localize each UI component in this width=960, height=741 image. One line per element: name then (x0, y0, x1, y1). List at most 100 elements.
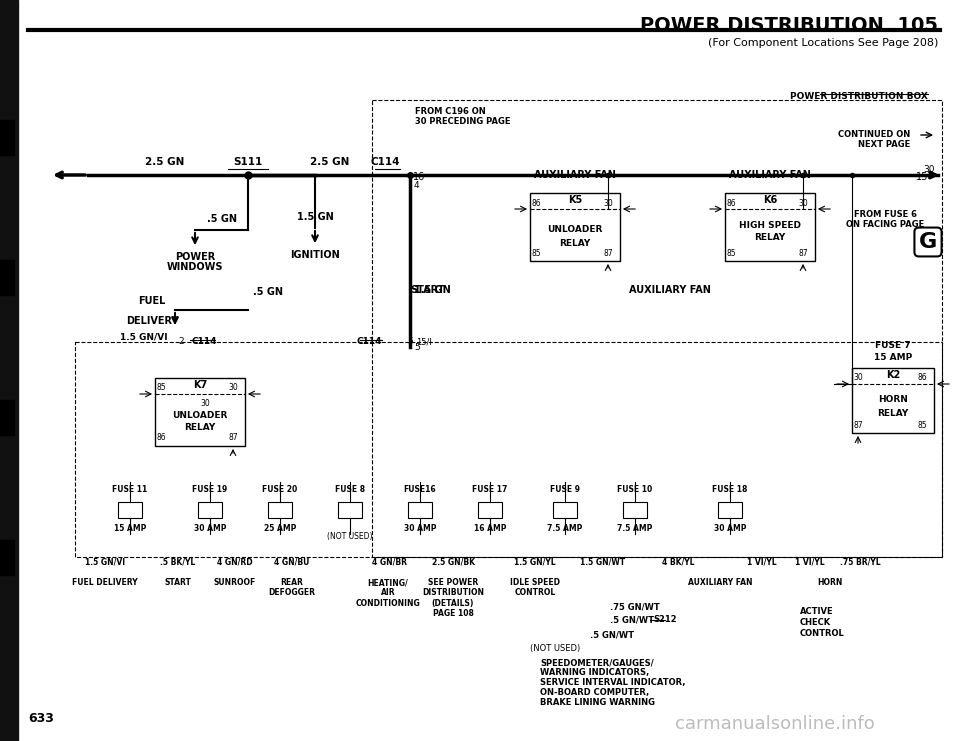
Text: 87: 87 (798, 248, 807, 258)
Text: DELIVERY: DELIVERY (126, 316, 179, 326)
Text: K6: K6 (763, 195, 778, 205)
Bar (530, 193, 620, 261)
Text: 2.5 GN: 2.5 GN (145, 157, 184, 167)
Text: AUXILIARY FAN: AUXILIARY FAN (534, 170, 616, 180)
Bar (478, 502, 502, 518)
Bar (155, 378, 245, 446)
Text: .5 GN: .5 GN (253, 287, 283, 297)
Text: 1.5 GN/YL: 1.5 GN/YL (515, 557, 556, 567)
Text: FUSE 18: FUSE 18 (712, 485, 748, 494)
Text: (NOT USED): (NOT USED) (530, 643, 580, 653)
Text: WINDOWS: WINDOWS (167, 262, 224, 272)
Text: FUSE 9: FUSE 9 (550, 485, 580, 494)
Text: FUSE 10: FUSE 10 (617, 485, 653, 494)
Text: CONTROL: CONTROL (800, 629, 845, 638)
Text: 85: 85 (917, 422, 926, 431)
Text: 30 AMP: 30 AMP (713, 524, 746, 533)
Text: 4: 4 (414, 181, 420, 190)
Text: 30: 30 (798, 199, 808, 207)
Text: G: G (919, 232, 937, 252)
Bar (0, 120, 14, 155)
Text: 2.5 GN: 2.5 GN (310, 157, 349, 167)
Text: AUXILIARY FAN: AUXILIARY FAN (729, 170, 811, 180)
Text: 1.5 GN/VI: 1.5 GN/VI (120, 333, 168, 342)
Text: 15/I: 15/I (416, 337, 432, 347)
Text: SERVICE INTERVAL INDICATOR,: SERVICE INTERVAL INDICATOR, (540, 678, 685, 687)
Text: 4 GN/RD: 4 GN/RD (217, 557, 252, 567)
Text: SUNROOF: SUNROOF (214, 578, 256, 587)
Text: FUSE 11: FUSE 11 (112, 485, 148, 494)
Text: 30: 30 (853, 373, 863, 382)
Text: 30: 30 (228, 384, 238, 393)
Text: 30 PRECEDING PAGE: 30 PRECEDING PAGE (415, 117, 511, 126)
Text: 30 AMP: 30 AMP (194, 524, 227, 533)
Text: RELAY: RELAY (755, 233, 785, 242)
Text: 86: 86 (917, 373, 926, 382)
Text: CONTINUED ON: CONTINUED ON (838, 130, 910, 139)
Text: 25 AMP: 25 AMP (264, 524, 297, 533)
Text: C114: C114 (356, 337, 382, 347)
Text: IGNITION: IGNITION (290, 250, 340, 260)
Text: FUSE 7: FUSE 7 (876, 342, 911, 350)
Text: START: START (164, 578, 191, 587)
Text: 85: 85 (531, 248, 540, 258)
Text: UNLOADER: UNLOADER (547, 225, 603, 234)
Text: WARNING INDICATORS,: WARNING INDICATORS, (540, 668, 649, 677)
Text: HEATING/
AIR
CONDITIONING: HEATING/ AIR CONDITIONING (355, 578, 420, 608)
Text: 30: 30 (924, 165, 935, 174)
Text: 86: 86 (531, 199, 540, 207)
Text: FUSE 17: FUSE 17 (472, 485, 508, 494)
Text: AUXILIARY FAN: AUXILIARY FAN (629, 285, 711, 295)
Text: 4 GN/BR: 4 GN/BR (372, 557, 407, 567)
Bar (0, 260, 14, 295)
Text: C114: C114 (371, 157, 400, 167)
Text: 85: 85 (156, 384, 166, 393)
Text: S111: S111 (233, 157, 263, 167)
Bar (338, 502, 362, 518)
Text: 5: 5 (407, 337, 413, 347)
Bar (0, 540, 14, 575)
Text: CHECK: CHECK (800, 618, 831, 627)
Text: .5 GN/WT: .5 GN/WT (590, 631, 634, 639)
Text: 86: 86 (726, 199, 735, 207)
Text: POWER: POWER (175, 252, 215, 262)
Text: BRAKE LINING WARNING: BRAKE LINING WARNING (540, 698, 655, 707)
Text: 1 VI/YL: 1 VI/YL (747, 557, 777, 567)
Text: NEXT PAGE: NEXT PAGE (857, 140, 910, 149)
Text: 1 VI/YL: 1 VI/YL (795, 557, 825, 567)
Text: RELAY: RELAY (184, 424, 216, 433)
Bar (75, 342, 942, 557)
Text: HORN: HORN (878, 396, 908, 405)
Bar (118, 502, 142, 518)
Text: 87: 87 (603, 248, 612, 258)
Text: 30: 30 (200, 399, 209, 408)
Text: FUSE 8: FUSE 8 (335, 485, 365, 494)
Text: IDLE SPEED
CONTROL: IDLE SPEED CONTROL (510, 578, 560, 597)
Text: 7.5 AMP: 7.5 AMP (617, 524, 653, 533)
Text: 15 AMP: 15 AMP (874, 353, 912, 362)
Text: C114: C114 (192, 337, 218, 347)
Bar (623, 502, 647, 518)
Text: FUSE 20: FUSE 20 (262, 485, 298, 494)
Text: .5 BK/YL: .5 BK/YL (160, 557, 196, 567)
Text: 15: 15 (916, 172, 928, 182)
Bar (725, 193, 815, 261)
Text: POWER DISTRIBUTION BOX: POWER DISTRIBUTION BOX (790, 92, 928, 101)
Text: HIGH SPEED: HIGH SPEED (739, 221, 801, 230)
Text: 87: 87 (853, 422, 863, 431)
Text: 4 BK/YL: 4 BK/YL (661, 557, 694, 567)
Text: (NOT USED): (NOT USED) (327, 532, 372, 541)
Text: FUEL: FUEL (138, 296, 166, 306)
Text: 87: 87 (228, 433, 238, 442)
Text: 16: 16 (413, 172, 425, 182)
Text: .75 GN/WT: .75 GN/WT (610, 602, 660, 611)
Text: SPEEDOMETER/GAUGES/: SPEEDOMETER/GAUGES/ (540, 658, 654, 667)
Text: .5 GN/WT: .5 GN/WT (610, 616, 654, 625)
Text: 1.5 GN/WT: 1.5 GN/WT (581, 557, 626, 567)
Text: 1.5 GN: 1.5 GN (297, 212, 333, 222)
Text: 7.5 AMP: 7.5 AMP (547, 524, 583, 533)
Bar (0, 400, 14, 435)
Text: FROM FUSE 6: FROM FUSE 6 (853, 210, 917, 219)
Text: 30: 30 (603, 199, 612, 207)
Text: K2: K2 (886, 370, 900, 380)
